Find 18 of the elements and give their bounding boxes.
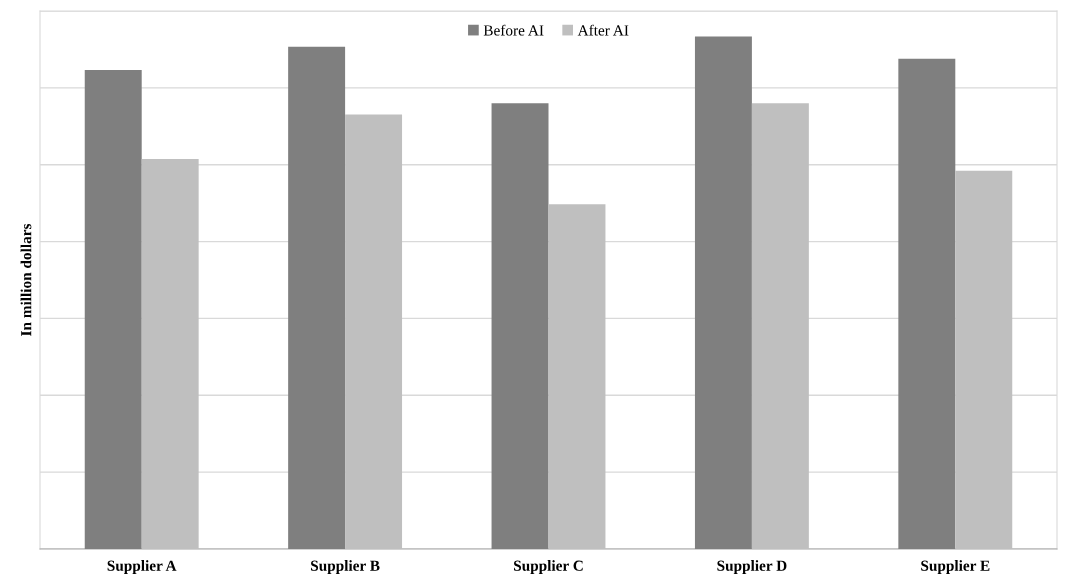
x-tick-label: Supplier E xyxy=(921,560,990,574)
x-tick-label: Supplier A xyxy=(107,560,177,574)
bar xyxy=(491,103,549,549)
x-tick-label: Supplier C xyxy=(514,560,583,574)
bar xyxy=(345,114,403,549)
legend-label: Before AI xyxy=(483,24,544,36)
x-tick-label: Supplier D xyxy=(717,560,787,574)
bar xyxy=(141,159,199,549)
bar xyxy=(548,204,606,549)
bar xyxy=(84,69,142,549)
legend-label: After AI xyxy=(577,24,629,36)
bar xyxy=(898,58,956,549)
bar xyxy=(751,103,809,549)
bar xyxy=(694,36,752,549)
bar xyxy=(955,170,1013,549)
x-tick-label: Supplier B xyxy=(311,560,380,574)
bar xyxy=(288,46,346,549)
y-axis-title: In million dollars xyxy=(20,223,32,336)
